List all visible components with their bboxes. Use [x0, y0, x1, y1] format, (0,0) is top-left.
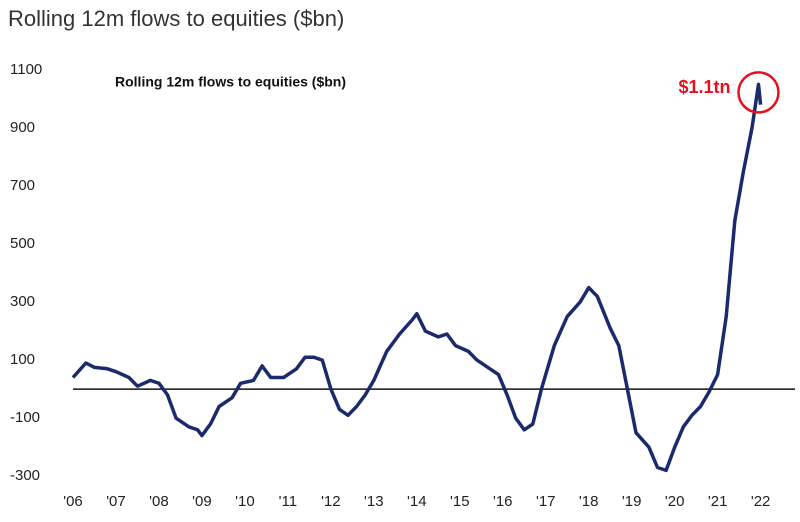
x-tick-label: '10 — [235, 493, 255, 510]
y-tick-label: 700 — [10, 177, 35, 194]
x-tick-label: '11 — [279, 493, 297, 510]
x-tick-label: '12 — [321, 493, 341, 510]
x-tick-label: '08 — [149, 493, 169, 510]
x-tick-label: '09 — [192, 493, 212, 510]
x-tick-label: '13 — [364, 493, 384, 510]
x-tick-label: '22 — [751, 493, 771, 510]
x-tick-label: '20 — [665, 493, 685, 510]
y-tick-label: 500 — [10, 235, 35, 252]
line-series — [71, 82, 763, 473]
x-tick-label: '17 — [536, 493, 556, 510]
highlight-circle — [737, 71, 780, 114]
x-tick-label: '14 — [407, 493, 427, 510]
x-tick-label: '21 — [708, 493, 728, 510]
x-tick-label: '18 — [579, 493, 599, 510]
x-tick-label: '07 — [106, 493, 126, 510]
x-tick-label: '19 — [622, 493, 642, 510]
x-tick-label: '15 — [450, 493, 470, 510]
x-tick-label: '16 — [493, 493, 513, 510]
y-tick-label: 300 — [10, 293, 35, 310]
inner-title: Rolling 12m flows to equities ($bn) — [115, 74, 346, 90]
chart-title: Rolling 12m flows to equities ($bn) — [8, 6, 344, 31]
annotation: $1.1tn — [678, 77, 730, 97]
y-tick-label: 100 — [10, 351, 35, 368]
y-tick-label: -100 — [10, 409, 40, 426]
y-tick-label: 1100 — [10, 61, 42, 78]
y-tick-label: 900 — [10, 119, 35, 136]
y-tick-label: -300 — [10, 467, 40, 484]
x-tick-label: '06 — [63, 493, 83, 510]
